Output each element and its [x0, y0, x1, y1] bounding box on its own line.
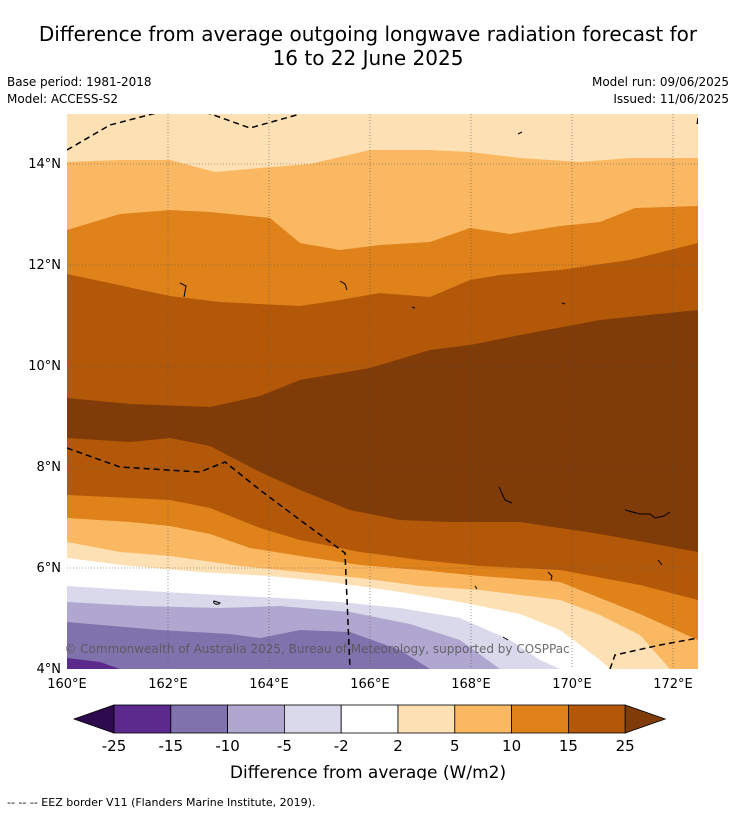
colorbar-tick-label: 5 [450, 737, 460, 755]
map-plot: 160°E 162°E 164°E 166°E 168°E 170°E 172°… [28, 114, 698, 692]
gridlines [67, 114, 698, 669]
colorbar-tick-label: 2 [393, 737, 403, 755]
colorbar-swatch [283, 704, 342, 734]
lon-tick-label: 168°E [451, 677, 491, 692]
colorbar-swatches [72, 704, 667, 734]
lon-tick-label: 160°E [47, 677, 87, 692]
longitude-axis: 160°E 162°E 164°E 166°E 168°E 170°E 172°… [47, 677, 693, 692]
lat-tick-label: 4°N [37, 662, 62, 677]
colorbar-swatch [397, 704, 456, 734]
title-line-2: 16 to 22 June 2025 [272, 46, 464, 70]
lon-tick-label: 170°E [552, 677, 592, 692]
eez-legend-text: -- -- -- EEZ border V11 (Flanders Marine… [7, 796, 316, 809]
colorbar-tick-label: -5 [277, 737, 292, 755]
colorbar-extend-max [624, 704, 667, 734]
colorbar-tick-label: -10 [215, 737, 240, 755]
copyright-text: © Commonwealth of Australia 2025, Bureau… [64, 642, 569, 656]
colorbar-swatch [113, 704, 172, 734]
colorbar-tick-label: 25 [616, 737, 635, 755]
meta-right: Model run: 09/06/2025 Issued: 11/06/2025 [592, 74, 729, 108]
colorbar-tick-label: -15 [159, 737, 184, 755]
colorbar-swatch [170, 704, 229, 734]
lat-tick-label: 6°N [37, 561, 62, 576]
lon-tick-label: 164°E [249, 677, 289, 692]
colorbar-tick-label: -25 [102, 737, 127, 755]
colorbar-extend-min [72, 704, 115, 734]
colorbar-swatch [340, 704, 399, 734]
colorbar-label: Difference from average (W/m2) [230, 763, 506, 780]
model-run-text: Model run: 09/06/2025 [591, 75, 729, 89]
lon-tick-label: 172°E [653, 677, 693, 692]
latitude-axis: 14°N 12°N 10°N 8°N 6°N 4°N [28, 157, 61, 677]
colorbar-swatch [454, 704, 512, 734]
lat-tick-label: 12°N [28, 258, 61, 273]
issued-text: Issued: 11/06/2025 [613, 92, 729, 106]
colorbar-tick-label: 15 [559, 737, 578, 755]
lat-tick-label: 10°N [28, 359, 61, 374]
lat-tick-label: 8°N [37, 460, 62, 475]
lon-tick-label: 166°E [350, 677, 390, 692]
colorbar: -25 -15 -10 -5 -2 2 5 10 15 25 Difference from av… [72, 704, 667, 780]
colorbar-swatch [511, 704, 569, 734]
model-text: Model: ACCESS-S2 [7, 92, 119, 106]
colorbar-tick-label: 10 [502, 737, 521, 755]
colorbar-tick-labels: -25 -15 -10 -5 -2 2 5 10 15 25 [102, 737, 635, 755]
lat-tick-label: 14°N [28, 157, 61, 172]
eez-border [67, 114, 698, 669]
base-period-text: Base period: 1981-2018 [7, 75, 152, 89]
lon-tick-label: 162°E [148, 677, 188, 692]
meta-left: Base period: 1981-2018 Model: ACCESS-S2 [7, 74, 152, 108]
contour-fill [67, 114, 698, 669]
colorbar-tick-label: -2 [334, 737, 349, 755]
colorbar-swatch [568, 704, 626, 734]
map-title: Difference from average outgoing longwav… [0, 22, 736, 70]
colorbar-swatch [227, 704, 285, 734]
title-line-1: Difference from average outgoing longwav… [38, 22, 698, 46]
islands [179, 131, 671, 641]
